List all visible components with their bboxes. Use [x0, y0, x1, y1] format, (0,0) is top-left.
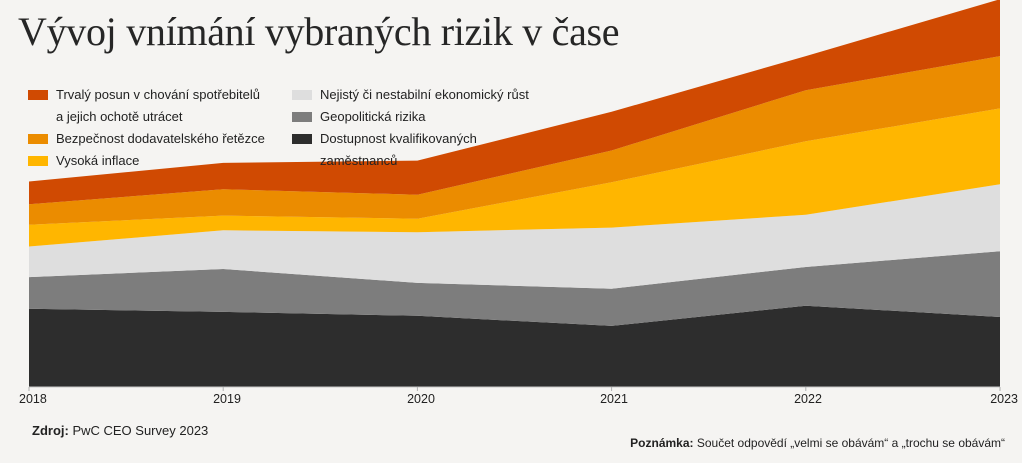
legend-swatch	[292, 134, 312, 144]
area-series-4	[29, 56, 1000, 225]
legend-swatch	[28, 90, 48, 100]
legend-swatch	[292, 112, 312, 122]
x-tick-label: 2019	[213, 392, 241, 406]
legend-swatch	[28, 156, 48, 166]
area-series-0	[29, 305, 1000, 387]
legend-column-1: Trvalý posun v chování spotřebitelů a je…	[28, 84, 288, 172]
legend-label: Dostupnost kvalifikovaných zaměstnanců	[320, 131, 477, 168]
legend-item-inflation: Vysoká inflace	[28, 150, 288, 172]
footnote: Poznámka: Součet odpovědí „velmi se obáv…	[630, 436, 1005, 450]
legend-label: Geopolitická rizika	[320, 109, 426, 124]
source-note: Zdroj: PwC CEO Survey 2023	[32, 423, 209, 438]
area-series-5	[29, 0, 1000, 205]
x-tick-label: 2022	[794, 392, 822, 406]
legend-column-2: Nejistý či nestabilní ekonomický růst Ge…	[292, 84, 542, 172]
legend-label: Trvalý posun v chování spotřebitelů a je…	[56, 87, 261, 124]
legend-item-consumer-behaviour: Trvalý posun v chování spotřebitelů a je…	[28, 84, 288, 128]
area-series-group	[29, 0, 1000, 387]
legend-label: Vysoká inflace	[56, 153, 140, 168]
x-tick-label: 2020	[407, 392, 435, 406]
legend-label: Bezpečnost dodavatelského řetězce	[56, 131, 265, 146]
x-tick-label: 2018	[19, 392, 47, 406]
legend-swatch	[292, 90, 312, 100]
area-series-3	[29, 108, 1000, 247]
legend-item-economic-growth: Nejistý či nestabilní ekonomický růst	[292, 84, 542, 106]
legend-item-skilled-workers: Dostupnost kvalifikovaných zaměstnanců	[292, 128, 542, 172]
legend-item-geopolitical: Geopolitická rizika	[292, 106, 542, 128]
x-tick-label: 2023	[990, 392, 1018, 406]
legend-swatch	[28, 134, 48, 144]
area-series-2	[29, 184, 1000, 289]
area-series-1	[29, 251, 1000, 326]
chart-title: Vývoj vnímání vybraných rizik v čase	[18, 9, 620, 54]
x-tick-label: 2021	[600, 392, 628, 406]
legend-item-supply-chain: Bezpečnost dodavatelského řetězce	[28, 128, 288, 150]
x-axis-ticks	[28, 387, 1001, 391]
legend-label: Nejistý či nestabilní ekonomický růst	[320, 87, 529, 102]
